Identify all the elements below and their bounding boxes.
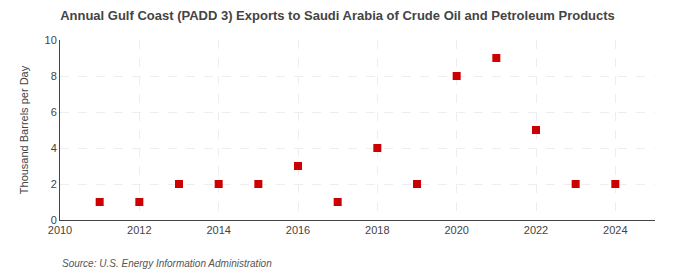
svg-text:2024: 2024 [603,224,627,236]
svg-text:2016: 2016 [286,224,310,236]
svg-text:10: 10 [45,34,57,46]
svg-text:2014: 2014 [206,224,230,236]
svg-text:0: 0 [51,214,57,226]
svg-text:2022: 2022 [524,224,548,236]
svg-text:Annual Gulf Coast (PADD 3) Exp: Annual Gulf Coast (PADD 3) Exports to Sa… [60,8,615,23]
svg-text:2020: 2020 [444,224,468,236]
svg-text:2012: 2012 [127,224,151,236]
svg-text:Thousand Barrels per Day: Thousand Barrels per Day [18,65,30,194]
svg-text:2018: 2018 [365,224,389,236]
svg-text:2: 2 [51,178,57,190]
svg-text:8: 8 [51,70,57,82]
svg-text:6: 6 [51,106,57,118]
svg-text:2010: 2010 [48,224,72,236]
svg-text:Source: U.S. Energy Informatio: Source: U.S. Energy Information Administ… [62,258,272,269]
svg-text:4: 4 [51,142,57,154]
